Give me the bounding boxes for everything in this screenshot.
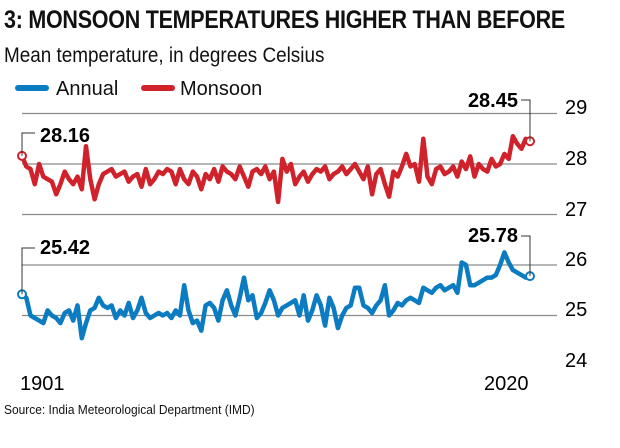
legend-label-monsoon: Monsoon bbox=[180, 78, 262, 100]
y-tick-label: 29 bbox=[565, 97, 587, 119]
chart-subtitle: Mean temperature, in degrees Celsius bbox=[4, 44, 325, 67]
callout-leader bbox=[521, 235, 531, 277]
callout-leader bbox=[521, 99, 531, 142]
annotation-annual-last: 25.78 bbox=[468, 225, 518, 247]
x-tick-label: 1901 bbox=[20, 373, 65, 395]
y-tick-label: 27 bbox=[565, 199, 587, 221]
y-tick-label: 26 bbox=[565, 249, 587, 271]
x-tick-label: 2020 bbox=[484, 373, 529, 395]
callout-leader bbox=[21, 247, 35, 295]
annotation-monsoon-first: 28.16 bbox=[40, 125, 90, 147]
series-line-monsoon bbox=[19, 133, 533, 205]
y-tick-label: 25 bbox=[565, 299, 587, 321]
chart-title: 3: MONSOON TEMPERATURES HIGHER THAN BEFO… bbox=[4, 6, 565, 34]
y-tick-label: 24 bbox=[565, 350, 587, 372]
callout-leader bbox=[21, 132, 35, 156]
y-tick-label: 28 bbox=[565, 148, 587, 170]
series-line-annual bbox=[19, 250, 533, 341]
legend-label-annual: Annual bbox=[56, 78, 118, 100]
legend: Annual Monsoon bbox=[15, 78, 262, 100]
annotation-annual-first: 25.42 bbox=[40, 237, 90, 259]
source-note: Source: India Meteorological Department … bbox=[4, 402, 255, 417]
annotation-monsoon-last: 28.45 bbox=[468, 90, 518, 112]
